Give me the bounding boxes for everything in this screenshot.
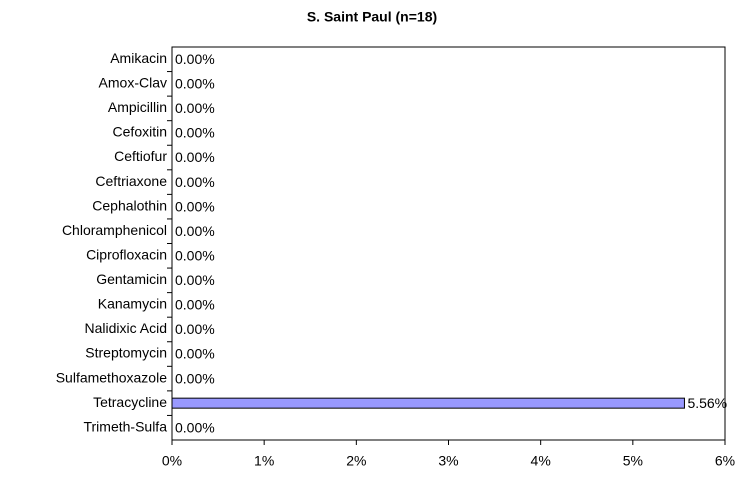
data-label: 0.00%: [175, 297, 215, 313]
data-label: 0.00%: [175, 100, 215, 116]
bar: [171, 397, 685, 409]
y-tick-label: Amox-Clav: [99, 75, 167, 91]
data-label: 0.00%: [175, 272, 215, 288]
y-tick-label: Streptomycin: [85, 345, 167, 361]
y-tick-label: Nalidixic Acid: [85, 320, 167, 336]
y-tick-label: Ceftiofur: [114, 148, 167, 164]
y-tick-label: Trimeth-Sulfa: [83, 418, 167, 434]
y-tick-label: Amikacin: [110, 50, 167, 66]
data-label: 0.00%: [175, 419, 215, 435]
x-tick-label: 3%: [438, 453, 458, 469]
data-label: 0.00%: [175, 198, 215, 214]
data-label: 0.00%: [175, 51, 215, 67]
data-label: 0.00%: [175, 125, 215, 141]
y-tick-label: Tetracycline: [93, 394, 167, 410]
y-tick-label: Sulfamethoxazole: [56, 369, 168, 385]
data-label: 0.00%: [175, 346, 215, 362]
data-label: 0.00%: [175, 149, 215, 165]
x-tick-label: 2%: [346, 453, 366, 469]
data-label: 0.00%: [175, 223, 215, 239]
y-tick-label: Chloramphenicol: [62, 222, 167, 238]
y-tick-label: Ceftriaxone: [95, 173, 167, 189]
data-label: 0.00%: [175, 370, 215, 386]
data-label: 5.56%: [687, 395, 727, 411]
plot-area: [171, 46, 726, 441]
y-tick-label: Gentamicin: [96, 271, 167, 287]
y-tick-label: Cephalothin: [92, 197, 167, 213]
x-tick-label: 5%: [623, 453, 643, 469]
chart-title: S. Saint Paul (n=18): [307, 9, 437, 25]
y-tick-label: Cefoxitin: [113, 124, 167, 140]
x-tick-label: 1%: [254, 453, 274, 469]
data-label: 0.00%: [175, 174, 215, 190]
y-tick-label: Kanamycin: [98, 296, 167, 312]
data-label: 0.00%: [175, 76, 215, 92]
y-tick-label: Ciprofloxacin: [86, 246, 167, 262]
x-tick-label: 0%: [162, 453, 182, 469]
y-tick-label: Ampicillin: [108, 99, 167, 115]
x-tick-label: 4%: [531, 453, 551, 469]
x-tick-label: 6%: [715, 453, 735, 469]
data-label: 0.00%: [175, 247, 215, 263]
data-label: 0.00%: [175, 321, 215, 337]
